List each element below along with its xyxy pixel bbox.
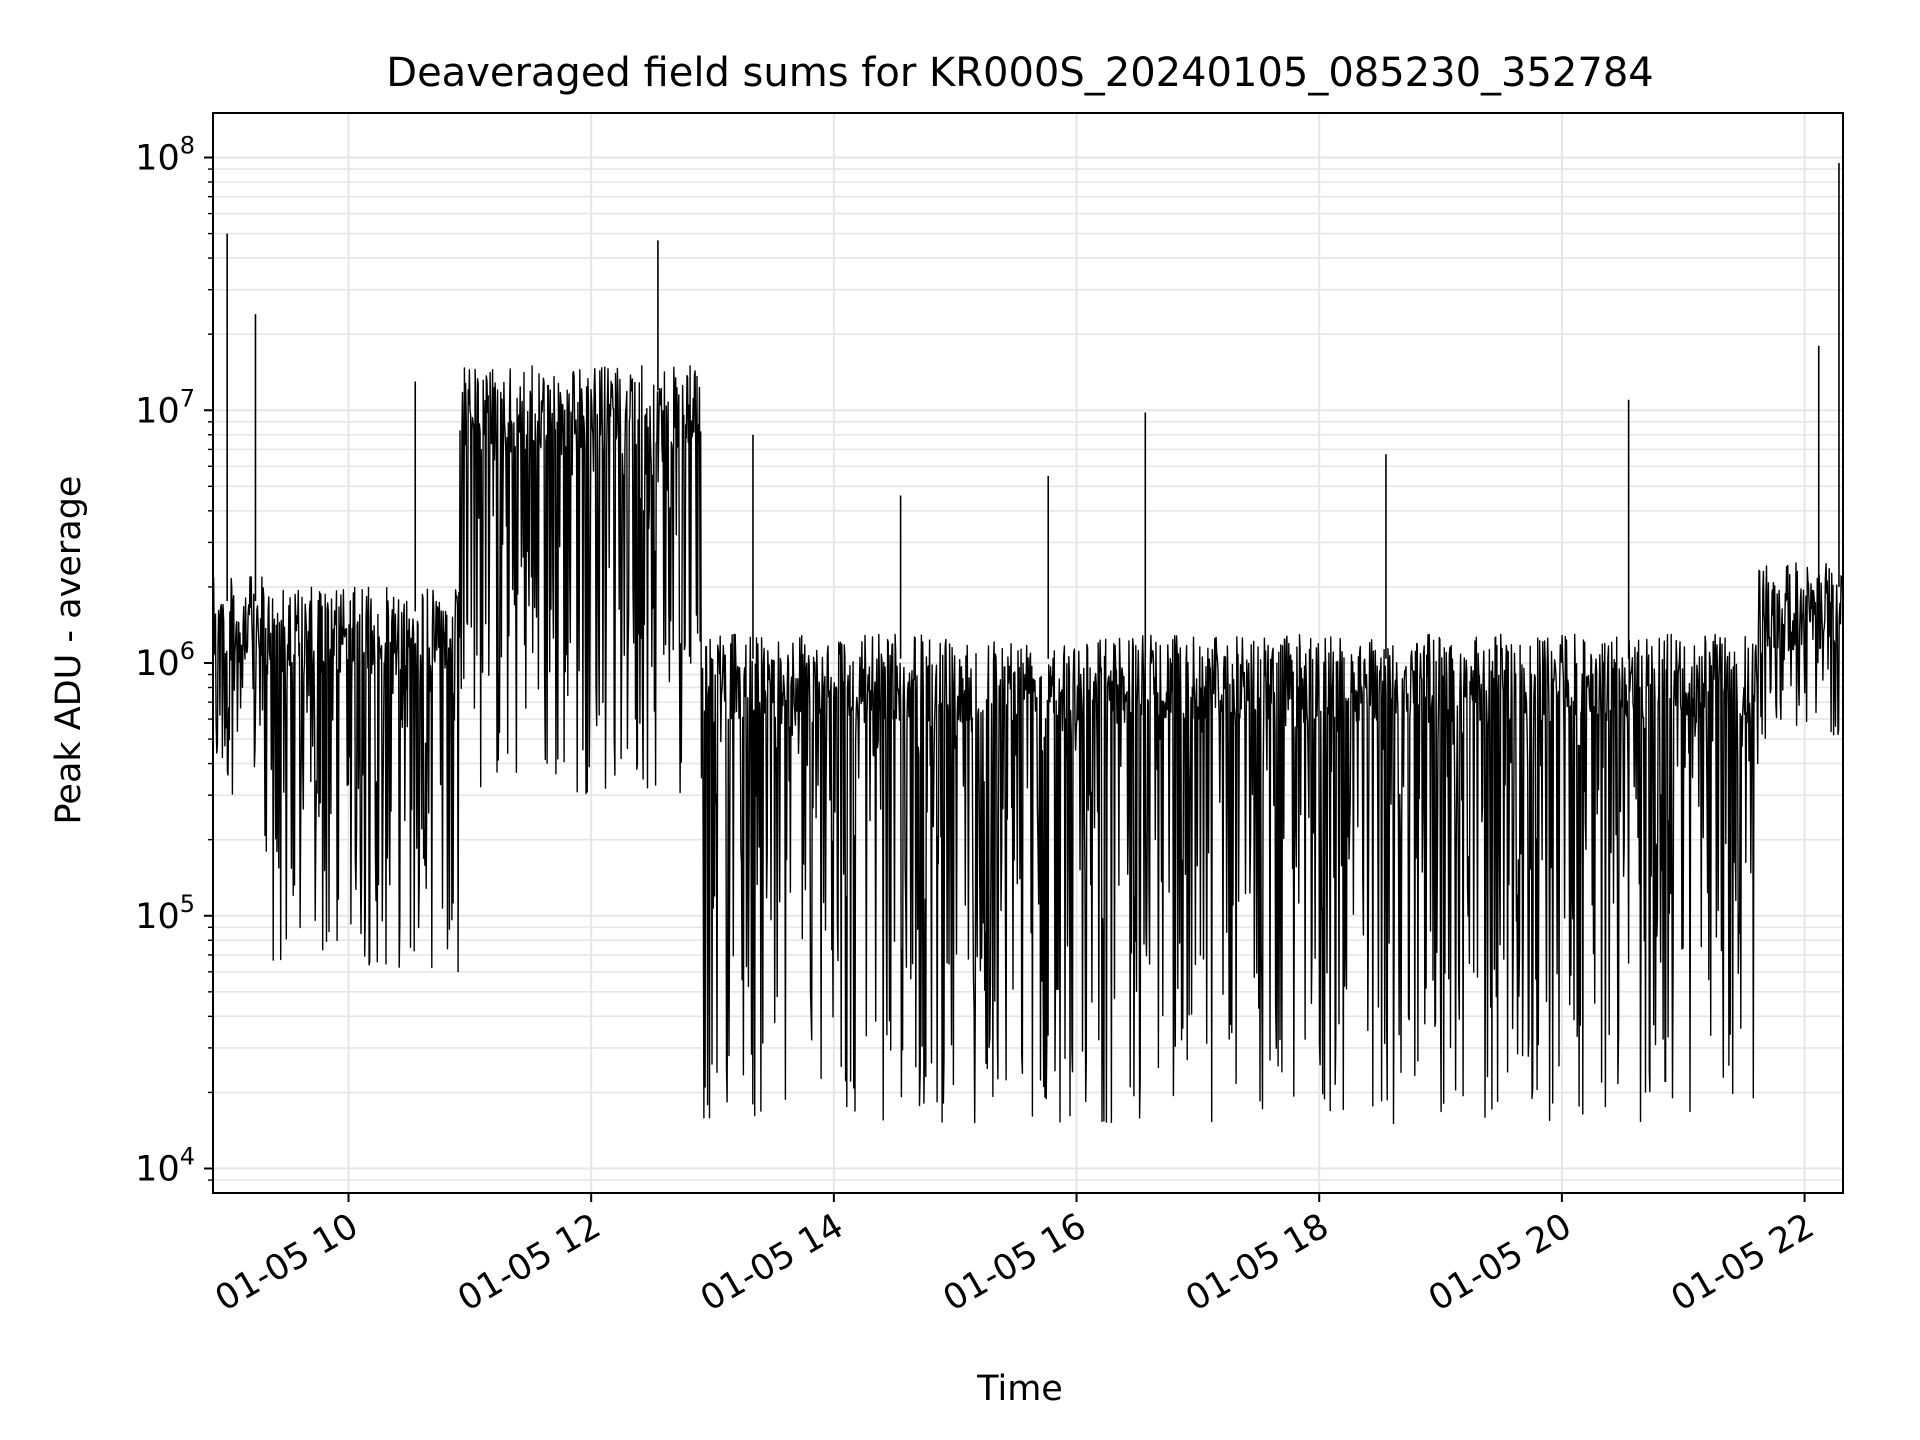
- chart-title: Deaveraged field sums for KR000S_2024010…: [386, 50, 1653, 96]
- y-tick-label: 108: [135, 132, 195, 179]
- plot-frame: [212, 112, 1844, 1194]
- series-path: [212, 365, 1844, 1125]
- y-axis-label: Peak ADU - average: [49, 476, 89, 825]
- y-tick-label: 105: [135, 890, 195, 937]
- y-tick-label: 106: [135, 637, 195, 684]
- series-line: [212, 163, 1844, 1125]
- y-tick-label: 107: [135, 384, 195, 431]
- x-axis-label: Time: [976, 1369, 1063, 1409]
- y-tick-label: 104: [135, 1143, 195, 1190]
